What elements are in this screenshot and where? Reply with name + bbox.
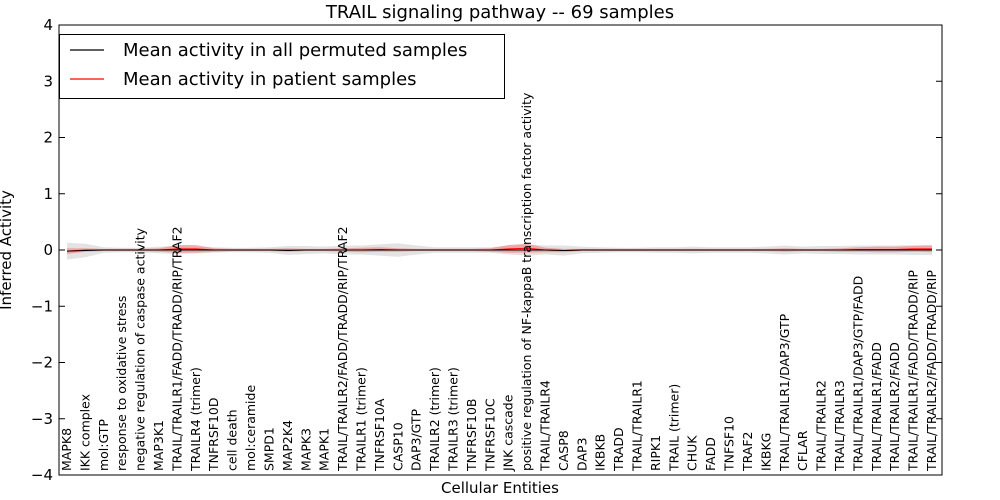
band-patient — [67, 243, 932, 254]
y-tick-label: 2 — [43, 129, 53, 147]
x-axis-tick-labels: MAPK8 IKK complex mol:GTP response to oxida… — [59, 92, 939, 472]
x-tick-label: TRAF2 — [740, 431, 755, 472]
x-tick-label: RIPK1 — [648, 435, 663, 471]
x-tick-label: TNFRSF10D — [206, 397, 221, 472]
x-tick-label: SMPD1 — [261, 427, 276, 471]
x-tick-label: IKK complex — [77, 394, 92, 471]
x-tick-label: mol:GTP — [96, 419, 111, 471]
x-tick-label: JNK cascade — [501, 394, 516, 472]
x-tick-label: DAP3/GTP — [409, 408, 424, 471]
x-tick-label: TRAILR4 (trimer) — [188, 367, 203, 472]
series-lines — [66, 247, 932, 252]
y-tick-label: −4 — [31, 466, 53, 484]
x-tick-label: IKBKB — [593, 434, 608, 471]
x-tick-label: TRAIL/TRAILR1/FADD — [869, 342, 884, 472]
x-tick-label: response to oxidative stress — [114, 296, 129, 471]
x-tick-label: TRAIL/TRAILR1/FADD/TRADD/RIP/TRAF2 — [169, 226, 184, 472]
chart-title: TRAIL signaling pathway -- 69 samples — [325, 2, 674, 23]
x-tick-label: negative regulation of caspase activity — [133, 227, 148, 471]
x-tick-label: TRAIL/TRAILR2/FADD/TRADD/RIP/TRAF2 — [335, 226, 350, 472]
y-tick-label: 4 — [43, 16, 53, 34]
y-tick-label: 1 — [43, 185, 53, 203]
x-tick-label: TRAIL (trimer) — [666, 384, 681, 472]
x-tick-label: TRAIL/TRAILR1/DAP3/GTP — [777, 313, 792, 472]
x-tick-label: TRADD — [611, 427, 626, 472]
confidence-bands — [67, 242, 932, 260]
x-tick-label: TRAIL/TRAILR4 — [538, 380, 553, 472]
x-tick-label: DAP3 — [574, 438, 589, 471]
x-tick-label: TNFSF10 — [722, 416, 737, 472]
x-tick-label: CASP8 — [556, 430, 571, 471]
x-tick-label: mol:ceramide — [243, 385, 258, 471]
x-tick-label: TRAIL/TRAILR2/FADD/TRADD/RIP — [924, 270, 939, 472]
x-tick-label: TRAILR3 (trimer) — [445, 367, 460, 472]
legend-label-patient: Mean activity in patient samples — [123, 69, 417, 90]
x-tick-label: TRAILR1 (trimer) — [353, 367, 368, 472]
x-tick-label: positive regulation of NF-kappaB transcr… — [519, 92, 534, 471]
x-tick-label: TRAIL/TRAILR2 — [814, 380, 829, 472]
x-tick-label: TNFRSF10A — [372, 398, 387, 472]
legend-label-permuted: Mean activity in all permuted samples — [123, 40, 467, 61]
x-tick-label: TRAILR2 (trimer) — [427, 367, 442, 472]
legend: Mean activity in all permuted samples Me… — [59, 34, 505, 99]
x-tick-label: TRAIL/TRAILR3 — [832, 380, 847, 472]
x-tick-label: CFLAR — [795, 430, 810, 471]
x-tick-label: TRAIL/TRAILR2/FADD — [887, 342, 902, 472]
plot-frame — [58, 24, 943, 476]
x-tick-label: MAP2K4 — [280, 420, 295, 471]
x-axis-label: Cellular Entities — [441, 479, 559, 497]
x-tick-label: TNFRSF10B — [464, 399, 479, 472]
y-tick-label: 3 — [43, 72, 53, 90]
x-tick-label: MAPK1 — [317, 428, 332, 471]
x-tick-label: CHUK — [685, 435, 700, 471]
x-tick-label: cell death — [225, 409, 240, 471]
x-tick-label: TRAIL/TRAILR1 — [630, 380, 645, 472]
x-tick-label: FADD — [703, 437, 718, 471]
y-tick-label: −3 — [31, 410, 53, 428]
x-tick-label: IKBKG — [758, 433, 773, 471]
y-tick-label: −1 — [31, 297, 53, 315]
x-tick-label: TNFRSF10C — [482, 398, 497, 472]
x-tick-label: MAPK3 — [298, 428, 313, 471]
x-tick-label: MAPK8 — [59, 428, 74, 471]
x-tick-label: TRAIL/TRAILR1/FADD/TRADD/RIP — [906, 270, 921, 472]
y-axis-ticks: 4 3 2 1 0 −1 −2 −3 −4 — [31, 16, 942, 484]
x-tick-label: CASP10 — [390, 422, 405, 471]
y-tick-label: −2 — [31, 354, 53, 372]
x-tick-label: MAP3K1 — [151, 420, 166, 471]
y-axis-label: Inferred Activity — [0, 190, 15, 310]
x-tick-label: TRAIL/TRAILR1/DAP3/GTP/FADD — [850, 276, 865, 472]
y-tick-label: 0 — [43, 241, 53, 259]
line-permuted — [66, 249, 932, 252]
legend-box — [59, 34, 505, 99]
